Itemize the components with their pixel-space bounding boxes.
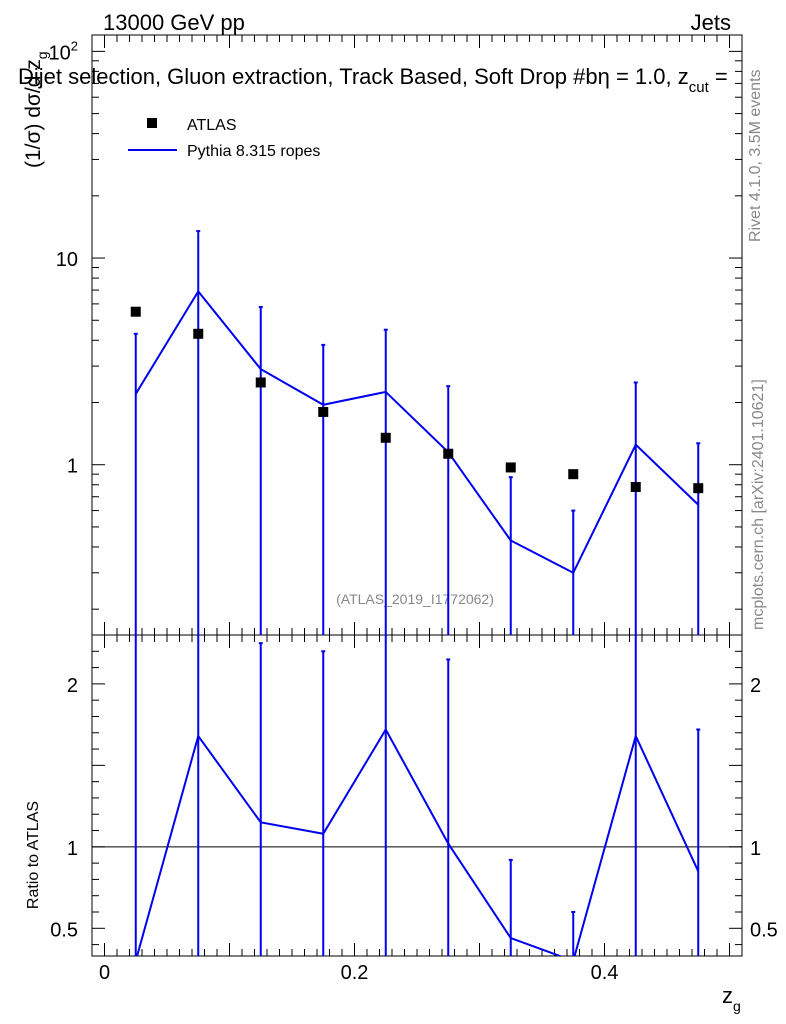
main-y-tick-label: 10 bbox=[56, 249, 78, 271]
y-axis-label: (1/σ) dσ/d zg bbox=[22, 51, 50, 168]
ratio-y-tick-label-right: 1 bbox=[750, 838, 761, 860]
atlas-data-point bbox=[318, 406, 329, 417]
legend: ATLAS Pythia 8.315 ropes bbox=[128, 117, 320, 160]
marks-layer bbox=[130, 230, 704, 956]
energy-label: 13000 GeV pp bbox=[103, 10, 245, 35]
x-axis-label-main: z bbox=[722, 983, 733, 1008]
legend-atlas-marker bbox=[147, 118, 157, 128]
ratio-y-tick-label: 2 bbox=[67, 675, 78, 697]
main-y-tick-label: 102 bbox=[49, 38, 78, 64]
atlas-data-point bbox=[443, 448, 454, 459]
ratio-marks bbox=[134, 635, 701, 956]
process-label: Jets bbox=[691, 10, 731, 35]
atlas-data-point bbox=[380, 432, 391, 443]
x-axis-label-sub: g bbox=[733, 998, 741, 1014]
x-tick-label: 0 bbox=[99, 962, 110, 984]
plot-title-main: Dijet selection, Gluon extraction, Track… bbox=[18, 64, 598, 89]
y-axis-label-sub: g bbox=[34, 51, 50, 59]
plot-title-sub: cut bbox=[689, 79, 710, 96]
x-tick-label: 0.4 bbox=[591, 962, 619, 984]
y-axis-label-main: (1/σ) dσ/d z bbox=[22, 59, 45, 168]
plot-title-beta: η = 1.0, z bbox=[598, 64, 689, 89]
main-y-tick-label: 1 bbox=[67, 456, 78, 478]
atlas-data-point bbox=[693, 483, 704, 494]
mc-line bbox=[134, 289, 699, 575]
plot-title-tail: = bbox=[709, 64, 728, 89]
atlas-data-point bbox=[568, 469, 579, 480]
analysis-watermark: (ATLAS_2019_I1772062) bbox=[336, 591, 494, 607]
legend-atlas-label: ATLAS bbox=[187, 117, 237, 134]
plot-title: Dijet selection, Gluon extraction, Track… bbox=[18, 64, 728, 96]
main-y-tick-exponent: 2 bbox=[71, 38, 78, 53]
ratio-axis-label: Ratio to ATLAS bbox=[25, 801, 42, 909]
axes-layer: 0 0.2 0.4 1 10 102 0.5 0.5 1 1 2 2 bbox=[49, 35, 778, 984]
ratio-y-tick-label-right: 0.5 bbox=[750, 919, 778, 941]
ratio-y-tick-label: 1 bbox=[67, 838, 78, 860]
ratio-panel-frame bbox=[91, 634, 743, 957]
legend-mc-label: Pythia 8.315 ropes bbox=[187, 143, 320, 160]
x-axis-label: zg bbox=[722, 983, 741, 1014]
atlas-data-point bbox=[255, 377, 266, 388]
atlas-data-point bbox=[130, 306, 141, 317]
rivet-label: Rivet 4.1.0, 3.5M events bbox=[747, 69, 764, 242]
ratio-line bbox=[136, 727, 700, 956]
atlas-data-point bbox=[193, 328, 204, 339]
atlas-data-point bbox=[505, 462, 516, 473]
ratio-y-tick-label: 0.5 bbox=[50, 919, 78, 941]
atlas-data-point bbox=[630, 482, 641, 493]
ratio-y-tick-label-right: 2 bbox=[750, 675, 761, 697]
mcplots-label: mcplots.cern.ch [arXiv:2401.10621] bbox=[750, 379, 767, 630]
x-tick-label: 0.2 bbox=[341, 962, 369, 984]
